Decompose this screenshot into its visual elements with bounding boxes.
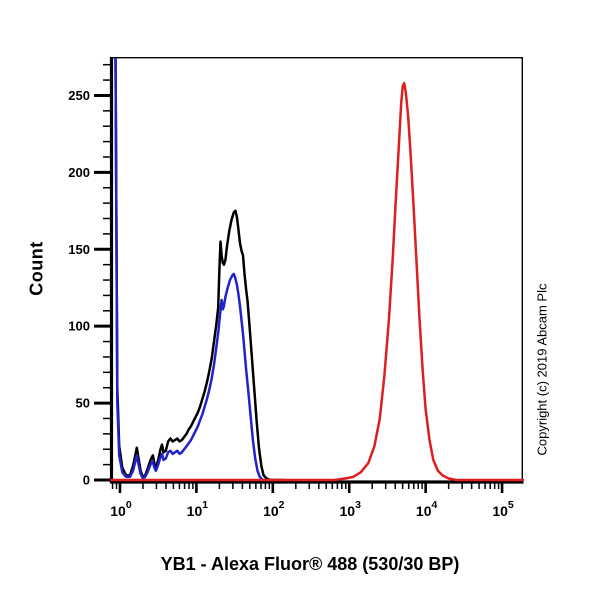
x-tick-label-1e3: 103: [340, 499, 362, 519]
x-tick-label-1e5: 105: [492, 499, 514, 519]
blue-curve: [114, 57, 278, 482]
black-curve: [114, 57, 286, 482]
red-curve: [110, 81, 525, 482]
y-axis-label: Count: [26, 241, 47, 296]
chart-title: YB1 - Alexa Fluor® 488 (530/30 BP): [160, 554, 460, 574]
x-tick-label-1e2: 102: [263, 499, 285, 519]
y-tick-label-0: 0: [83, 473, 90, 488]
curves-group: [110, 57, 525, 482]
y-tick-label-100: 100: [68, 319, 90, 334]
y-tick-label-200: 200: [68, 165, 90, 180]
x-tick-label-1e1: 101: [187, 499, 209, 519]
y-tick-label-250: 250: [68, 88, 90, 103]
copyright-watermark: Copyright (c) 2019 Abcam Plc: [534, 283, 550, 456]
y-tick-label-150: 150: [68, 242, 90, 257]
x-tick-label-1e0: 100: [110, 499, 132, 519]
y-tick-label-50: 50: [76, 396, 90, 411]
x-tick-label-1e4: 104: [416, 499, 438, 519]
